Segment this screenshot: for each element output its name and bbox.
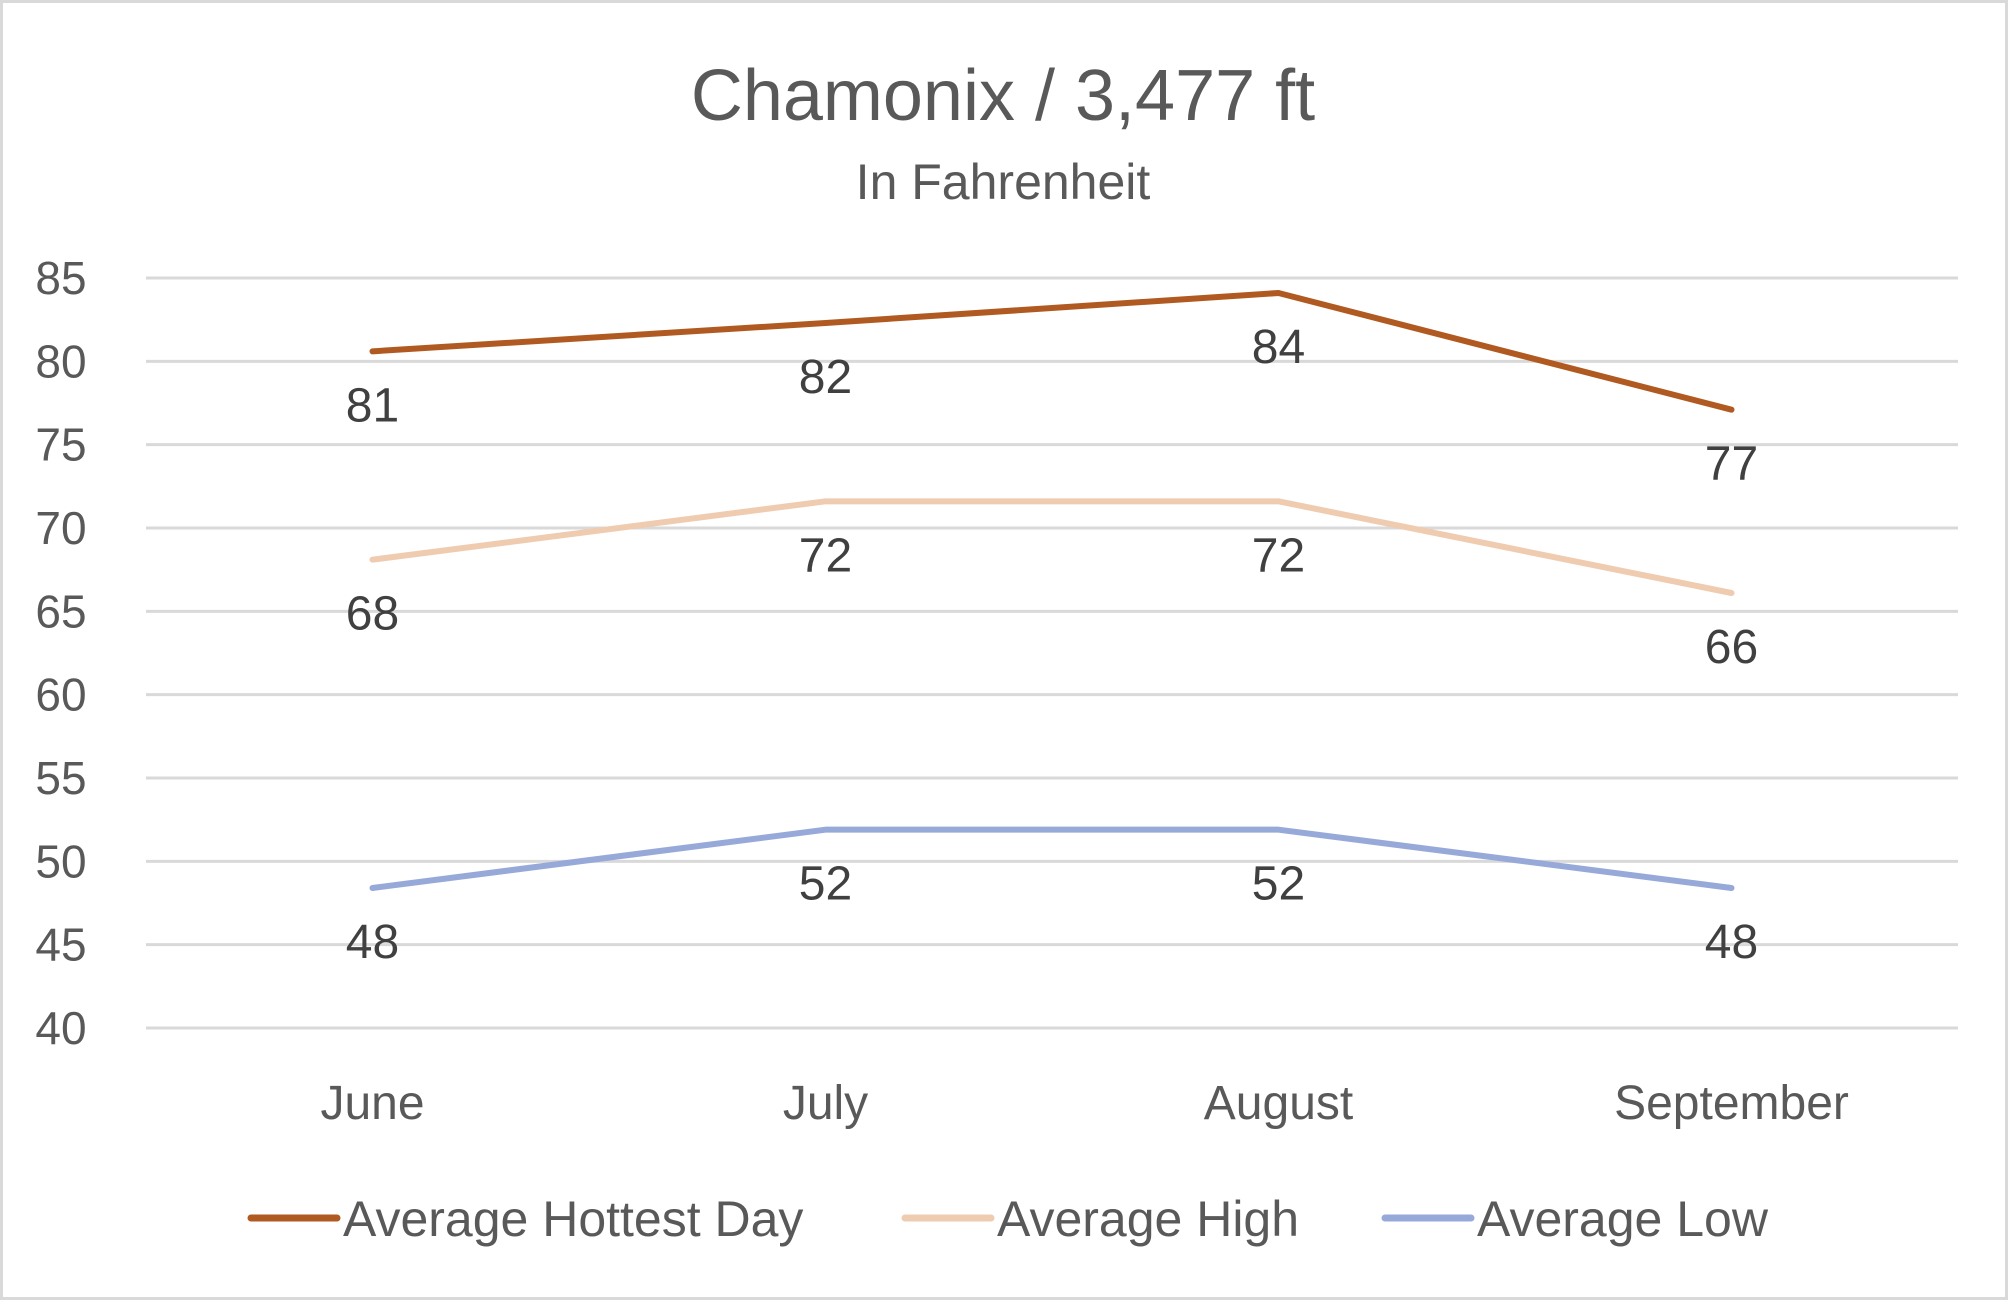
legend: Average Hottest Day Average High Average L… xyxy=(247,1191,1769,1247)
y-tick-label: 80 xyxy=(35,335,86,387)
data-label: 68 xyxy=(346,588,399,641)
series-line xyxy=(369,290,1735,413)
data-labels: 81 82 84 77 68 72 72 66 48 52 52 48 xyxy=(346,321,1758,969)
y-tick-label: 85 xyxy=(35,252,86,304)
data-label: 52 xyxy=(1252,858,1305,911)
series-line xyxy=(369,826,1735,891)
y-tick-label: 40 xyxy=(35,1002,86,1054)
y-tick-label: 65 xyxy=(35,585,86,637)
data-label: 66 xyxy=(1705,621,1758,674)
data-label: 81 xyxy=(346,379,399,432)
series-lines xyxy=(369,290,1735,891)
y-tick-label: 70 xyxy=(35,502,86,554)
data-label: 72 xyxy=(799,529,852,582)
y-tick-label: 55 xyxy=(35,752,86,804)
data-label: 48 xyxy=(346,916,399,969)
data-label: 84 xyxy=(1252,321,1305,374)
legend-label: Average Hottest Day xyxy=(343,1191,803,1247)
data-label: 72 xyxy=(1252,529,1305,582)
data-label: 77 xyxy=(1705,438,1758,491)
chart-subtitle: In Fahrenheit xyxy=(856,154,1151,210)
x-tick-label: June xyxy=(320,1077,424,1130)
y-axis-ticks: 40 45 50 55 60 65 70 75 80 85 xyxy=(35,252,86,1054)
data-label: 52 xyxy=(799,858,852,911)
data-label: 48 xyxy=(1705,916,1758,969)
y-tick-label: 45 xyxy=(35,919,86,971)
y-tick-label: 50 xyxy=(35,835,86,887)
chart-title: Chamonix / 3,477 ft xyxy=(691,56,1315,136)
legend-label: Average High xyxy=(997,1191,1299,1247)
x-tick-label: August xyxy=(1204,1077,1353,1130)
y-tick-label: 75 xyxy=(35,419,86,471)
x-axis-ticks: June July August September xyxy=(320,1077,1848,1130)
line-chart: Chamonix / 3,477 ft In Fahrenheit 40 45 50… xyxy=(35,56,1958,1247)
series-line xyxy=(369,498,1735,596)
x-tick-label: July xyxy=(783,1077,868,1130)
x-tick-label: September xyxy=(1614,1077,1849,1130)
y-tick-label: 60 xyxy=(35,669,86,721)
gridlines xyxy=(146,276,1958,1030)
data-label: 82 xyxy=(799,351,852,404)
legend-label: Average Low xyxy=(1477,1191,1769,1247)
